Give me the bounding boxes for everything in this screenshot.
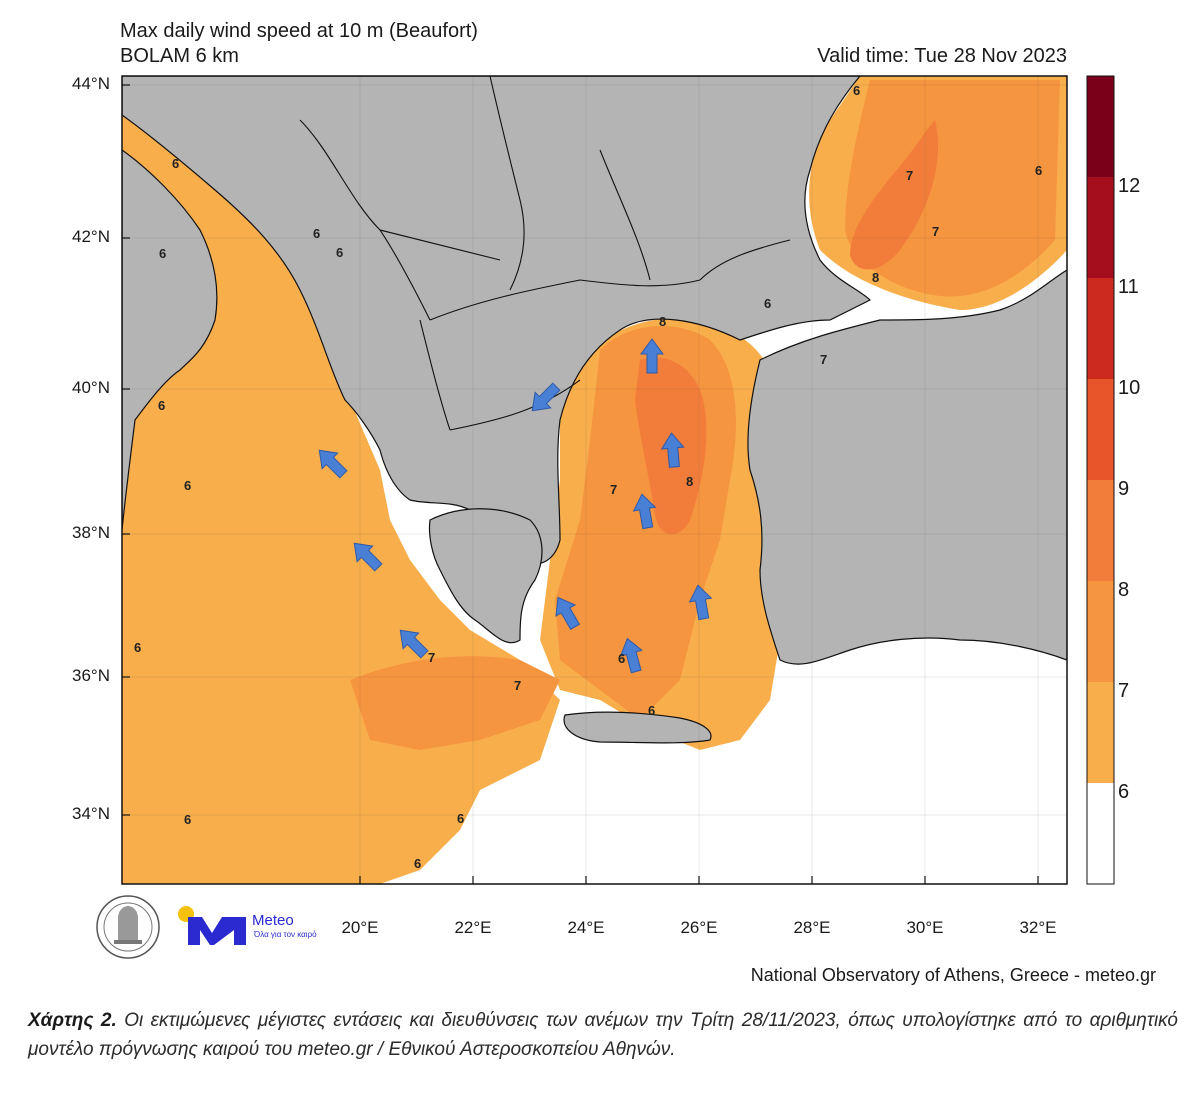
wind-direction-arrow	[619, 637, 643, 674]
contour-label: 7	[820, 352, 827, 367]
contour-label: 6	[336, 245, 343, 260]
colorbar-label-9: 9	[1118, 478, 1130, 500]
peloponnese-land	[428, 508, 543, 644]
wind-direction-arrow	[660, 432, 685, 468]
contour-label: 7	[610, 482, 617, 497]
colorbar-label-10: 10	[1118, 377, 1141, 399]
colorbar-label-8: 8	[1118, 579, 1130, 601]
colorbar-label-6: 6	[1118, 781, 1130, 803]
lon-label-24: 24°E	[567, 918, 605, 937]
credit-line: National Observatory of Athens, Greece -…	[750, 965, 1156, 985]
map-frame	[121, 75, 1068, 885]
wind-direction-arrow	[531, 382, 561, 412]
wind-zone-8-9-blacksea	[850, 120, 939, 270]
colorbar-swatch	[1087, 783, 1114, 884]
lat-label-42: 42°N	[72, 227, 110, 246]
contour-label: 6	[313, 226, 320, 241]
contour-label: 8	[872, 270, 879, 285]
figure-caption: Χάρτης 2. Οι εκτιμώμενες μέγιστες εντάσε…	[28, 1006, 1178, 1064]
colorbar-swatch	[1087, 480, 1114, 581]
wind-zone-7-8-south	[350, 656, 560, 750]
balkans-land	[122, 76, 872, 565]
colorbar	[1086, 75, 1115, 885]
valid-time: Valid time: Tue 28 Nov 2023	[817, 45, 1067, 67]
caption-text: Οι εκτιμώμενες μέγιστες εντάσεις και διε…	[28, 1010, 1178, 1060]
contour-label: 7	[932, 224, 939, 239]
wind-direction-arrow	[555, 596, 581, 631]
contour-label: 6	[618, 651, 625, 666]
meteo-logo-word: Meteo	[252, 912, 294, 929]
lon-label-22: 22°E	[454, 918, 492, 937]
lon-label-26: 26°E	[680, 918, 718, 937]
country-borders	[299, 76, 791, 431]
graticule	[122, 76, 1067, 884]
map-title: Max daily wind speed at 10 m (Beaufort)	[120, 20, 478, 42]
contour-label: 8	[659, 314, 666, 329]
meteo-logo	[178, 906, 246, 945]
contour-label: 6	[159, 246, 166, 261]
noa-seal-logo	[96, 895, 160, 959]
contour-label: 6	[184, 812, 191, 827]
wind-direction-arrow	[688, 584, 713, 621]
contour-label: 7	[906, 168, 913, 183]
italy-land	[122, 149, 218, 531]
contour-label: 6	[648, 703, 655, 718]
model-name: BOLAM 6 km	[120, 45, 239, 67]
contour-label: 6	[134, 640, 141, 655]
contour-label: 6	[853, 83, 860, 98]
turkey-land	[747, 269, 1067, 665]
wind-direction-arrow	[640, 338, 664, 374]
contour-label: 6	[457, 811, 464, 826]
caption-label: Χάρτης 2.	[28, 1010, 117, 1031]
contour-label: 6	[172, 156, 179, 171]
lon-label-28: 28°E	[793, 918, 831, 937]
colorbar-swatch	[1087, 177, 1114, 278]
wind-direction-arrow	[632, 493, 657, 530]
colorbar-label-7: 7	[1118, 680, 1130, 702]
lon-label-20: 20°E	[341, 918, 379, 937]
colorbar-swatch	[1087, 278, 1114, 379]
lat-label-36: 36°N	[72, 666, 110, 685]
crete-land	[563, 711, 712, 744]
wind-direction-arrow	[318, 449, 348, 479]
colorbar-label-12: 12	[1118, 175, 1141, 197]
colorbar-label-11: 11	[1118, 276, 1139, 298]
axis-ticks	[122, 84, 1039, 884]
lat-label-40: 40°N	[72, 378, 110, 397]
colorbar-swatch	[1087, 682, 1114, 783]
lat-label-34: 34°N	[72, 804, 110, 823]
contour-label: 7	[514, 678, 521, 693]
wind-direction-arrow	[353, 542, 383, 572]
contour-label: 6	[158, 398, 165, 413]
wind-arrows	[318, 338, 713, 674]
meteo-logo-tagline: Όλα για τον καιρό	[254, 930, 317, 939]
colorbar-swatch	[1087, 76, 1114, 177]
contour-label: 6	[414, 856, 421, 871]
colorbar-swatch	[1087, 581, 1114, 682]
lon-label-30: 30°E	[906, 918, 944, 937]
contour-label: 6	[184, 478, 191, 493]
contour-label: 6	[764, 296, 771, 311]
colorbar-frame	[1086, 75, 1115, 885]
wind-direction-arrow	[399, 629, 429, 659]
contour-label: 8	[686, 474, 693, 489]
lat-label-44: 44°N	[72, 74, 110, 93]
lon-label-32: 32°E	[1019, 918, 1057, 937]
contour-label: 7	[428, 650, 435, 665]
lat-label-38: 38°N	[72, 523, 110, 542]
colorbar-swatch	[1087, 379, 1114, 480]
contour-label: 6	[1035, 163, 1042, 178]
